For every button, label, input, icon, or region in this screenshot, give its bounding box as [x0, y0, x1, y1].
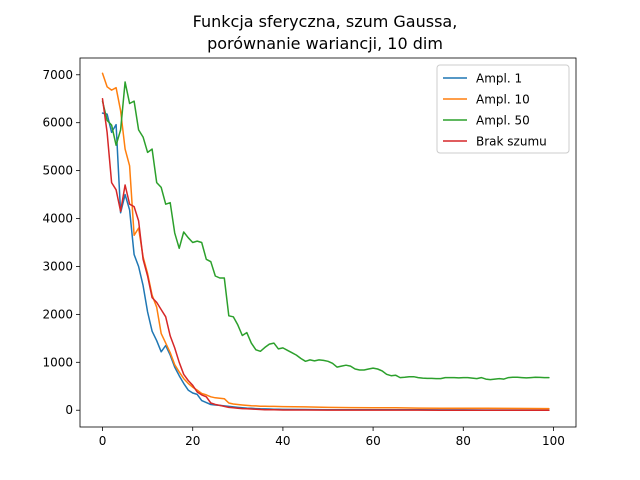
x-tick-label-5: 100 [542, 434, 565, 448]
legend-label-3: Brak szumu [476, 135, 547, 149]
chart-title-line-1: Funkcja sferyczna, szum Gaussa, [193, 12, 458, 31]
y-tick-label-4: 4000 [42, 212, 73, 226]
series-line-2 [101, 81, 550, 381]
series-line-3 [101, 97, 550, 411]
chart-title-line-2: porównanie wariancji, 10 dim [207, 34, 443, 53]
legend-label-1: Ampl. 10 [476, 93, 530, 107]
legend: Ampl. 1 Ampl. 10 Ampl. 50 Brak szumu [436, 64, 570, 154]
y-tick-label-6: 6000 [42, 116, 73, 130]
y-tick-label-3: 3000 [42, 259, 73, 273]
plot-frame [79, 57, 577, 428]
x-tick-label-4: 80 [456, 434, 471, 448]
legend-label-2: Ampl. 50 [476, 114, 530, 128]
y-tick-label-1: 1000 [42, 355, 73, 369]
x-tick-label-1: 20 [185, 434, 200, 448]
legend-box [436, 64, 570, 154]
legend-label-0: Ampl. 1 [476, 72, 522, 86]
x-tick-label-3: 60 [365, 434, 380, 448]
y-tick-label-0: 0 [65, 403, 73, 417]
y-tick-label-2: 2000 [42, 307, 73, 321]
y-tick-label-7: 7000 [42, 68, 73, 82]
x-tick-label-2: 40 [275, 434, 290, 448]
series-layer [101, 72, 550, 411]
y-tick-label-5: 5000 [42, 164, 73, 178]
x-tick-label-0: 0 [99, 434, 107, 448]
axis-layer: 0 20 40 60 80 1000100020003000400050006000700… [42, 68, 564, 448]
